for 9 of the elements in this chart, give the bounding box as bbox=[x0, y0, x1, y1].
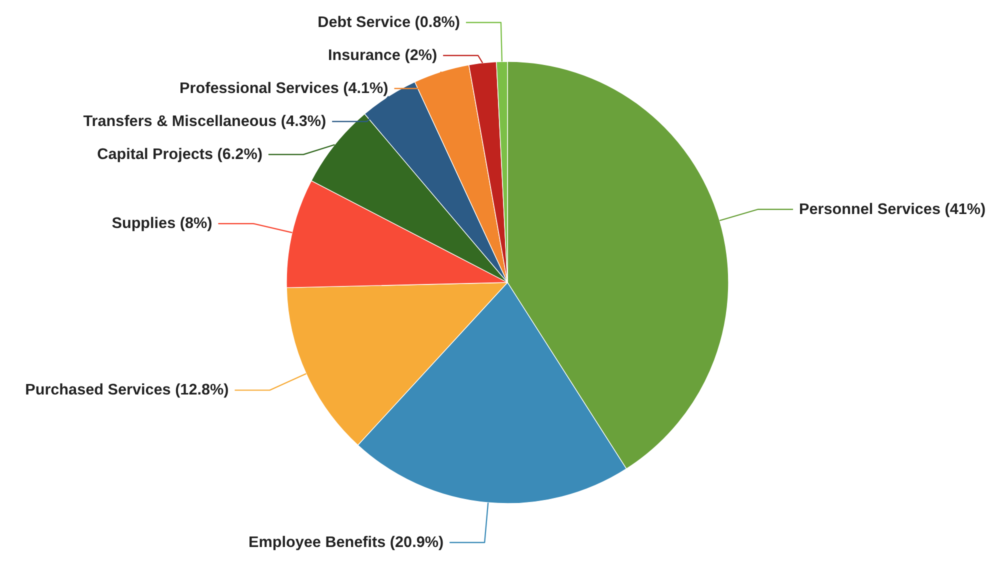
slice-label: Employee Benefits (20.9%) bbox=[248, 534, 444, 551]
slice-label: Insurance (2%) bbox=[328, 47, 438, 64]
slice-label: Capital Projects (6.2%) bbox=[97, 146, 262, 163]
slice-label: Transfers & Miscellaneous (4.3%) bbox=[83, 113, 326, 130]
slice-label: Purchased Services (12.8%) bbox=[25, 382, 229, 399]
slice-label: Personnel Services (41%) bbox=[799, 200, 986, 218]
slice-label: Supplies (8%) bbox=[112, 215, 212, 232]
slice-label: Professional Services (4.1%) bbox=[180, 80, 388, 97]
slice-label: Debt Service (0.8%) bbox=[318, 14, 460, 31]
